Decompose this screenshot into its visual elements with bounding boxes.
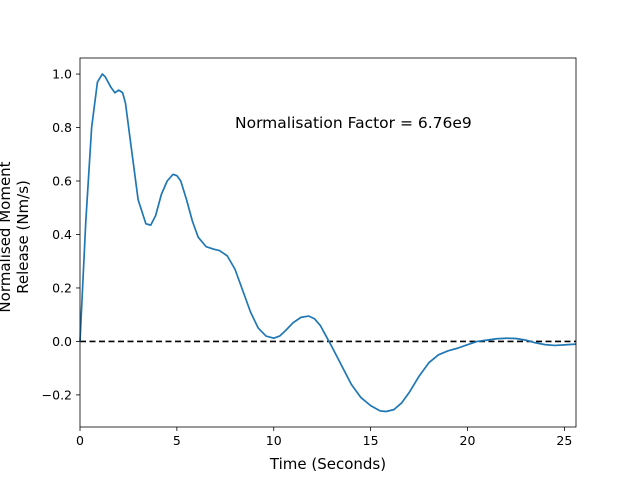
y-tick-label: −0.2 xyxy=(42,387,72,402)
y-tick-label: 1.0 xyxy=(52,67,72,82)
x-axis-title: Time (Seconds) xyxy=(269,455,386,473)
y-tick-label: 0.4 xyxy=(52,227,72,242)
y-tick-label: 0.8 xyxy=(52,120,72,135)
x-tick-label: 0 xyxy=(76,433,84,448)
x-tick-label: 20 xyxy=(460,433,476,448)
x-tick-label: 25 xyxy=(556,433,572,448)
x-axis-ticks: 0 5 10 15 20 25 xyxy=(76,427,572,448)
y-tick-label: 0.2 xyxy=(52,280,72,295)
x-tick-label: 5 xyxy=(173,433,181,448)
y-axis-title-line-1: Normalised Moment xyxy=(0,161,14,312)
y-axis-title-line-2: Release (Nm/s) xyxy=(14,180,32,294)
plot-area xyxy=(79,73,577,413)
axes-frame xyxy=(79,57,577,428)
normalisation-annotation: Normalisation Factor = 6.76e9 xyxy=(235,114,472,132)
y-axis-title: Normalised Moment Release (Nm/s) xyxy=(0,161,32,312)
y-tick-label: 0.6 xyxy=(52,174,72,189)
x-tick-label: 10 xyxy=(266,433,282,448)
series-line xyxy=(79,73,577,413)
x-tick-label: 15 xyxy=(363,433,379,448)
y-tick-label: 0.0 xyxy=(52,334,72,349)
y-axis-ticks: −0.2 0.0 0.2 0.4 0.6 0.8 1.0 xyxy=(42,67,80,402)
